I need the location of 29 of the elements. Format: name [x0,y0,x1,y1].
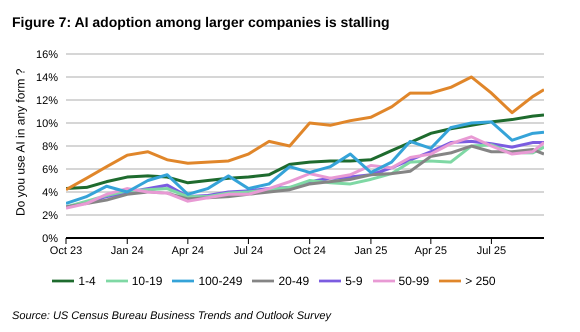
y-tick-label: 4% [42,186,58,199]
x-tick-label: Apr 24 [172,244,204,257]
legend-label: > 250 [465,274,496,288]
x-tick-label: Jan 25 [354,244,388,257]
y-tick-label: 8% [42,140,58,153]
y-tick-label: 16% [36,48,58,61]
y-tick-label: 2% [42,210,58,222]
x-tick-label: Oct 23 [50,244,82,257]
y-tick-label: 6% [42,164,58,176]
source-note: Source: US Census Bureau Business Trends and Outlook Survey [12,310,331,322]
x-tick-label: Jul 25 [476,244,506,257]
x-tick-label: Oct 24 [293,244,326,257]
y-tick-label: 0% [42,232,58,245]
y-tick-label: 14% [36,72,58,84]
y-tick-label: 10% [36,118,58,130]
legend-label: 5-9 [345,274,363,288]
legend-label: 100-249 [198,274,242,288]
x-tick-label: Jan 24 [110,244,144,257]
x-tick-label: Jul 24 [234,244,264,257]
legend-label: 50-99 [398,274,430,288]
x-tick-label: Apr 25 [414,244,448,257]
chart-title: Figure 7: AI adoption among larger companies is stalling [12,14,390,30]
legend-label: 10-19 [132,274,162,288]
y-axis-title: Do you use AI in any form ? [13,68,28,216]
legend-label: 20-49 [278,274,310,288]
y-tick-label: 12% [36,94,58,107]
line-series [66,76,544,192]
legend-label: 1-4 [78,274,96,288]
line-series [66,120,544,205]
